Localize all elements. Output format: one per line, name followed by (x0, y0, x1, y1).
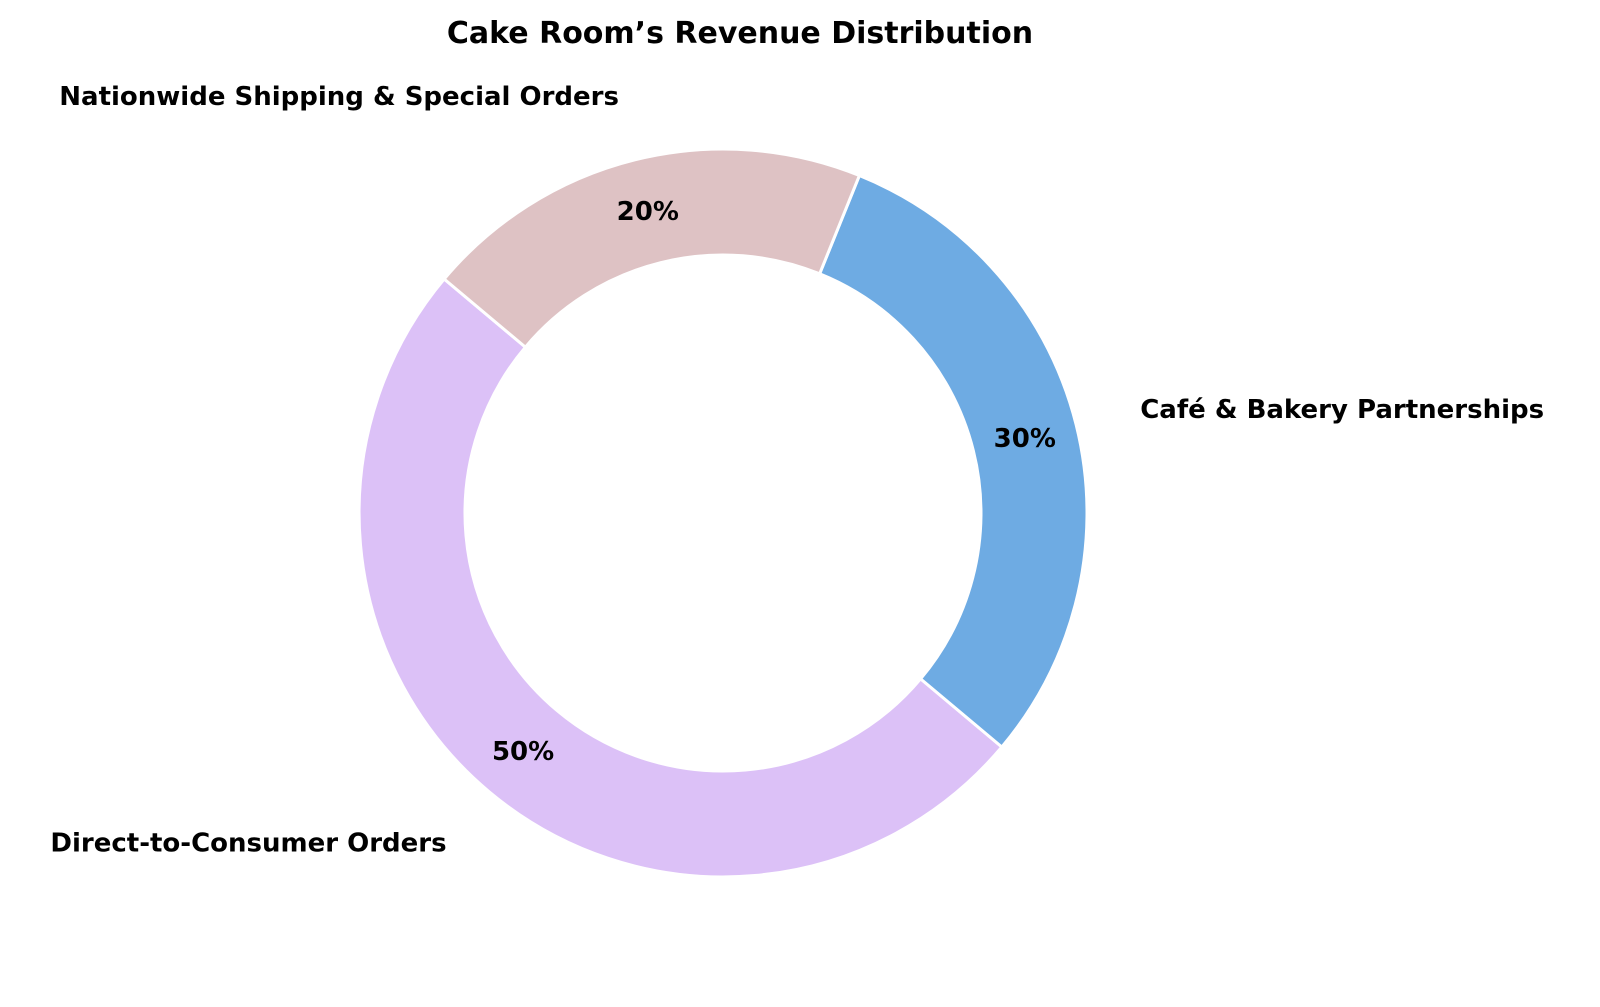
slices-layer (357, 147, 1089, 879)
labels-layer: Direct-to-Consumer Orders 50% Café & Baker… (50, 82, 1544, 859)
slice-label-0: Direct-to-Consumer Orders (50, 828, 446, 858)
chart-title: Cake Room’s Revenue Distribution (447, 16, 1033, 51)
slice-percent-label-0: 50% (492, 737, 554, 767)
donut-slice-2 (442, 147, 861, 349)
donut-slice-0 (357, 277, 1004, 879)
slice-label-2: Nationwide Shipping & Special Orders (59, 82, 619, 112)
slice-label-1: Café & Bakery Partnerships (1140, 395, 1544, 425)
slice-percent-label-1: 30% (994, 424, 1056, 454)
donut-slice-1 (818, 174, 1089, 749)
slice-percent-label-2: 20% (617, 197, 679, 227)
